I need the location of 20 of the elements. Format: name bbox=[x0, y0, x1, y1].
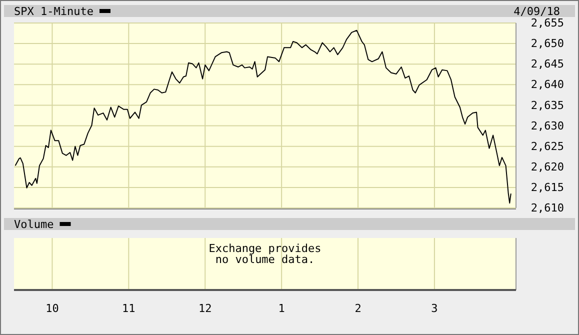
y-tick-label: 2,645 bbox=[530, 58, 564, 71]
y-tick-label: 2,650 bbox=[530, 37, 564, 50]
y-tick-label: 2,620 bbox=[530, 160, 564, 174]
y-tick-label: 2,630 bbox=[530, 119, 564, 132]
text: 2 bbox=[354, 302, 362, 315]
text: 1 bbox=[278, 302, 285, 315]
y-tick-label: 2,625 bbox=[530, 140, 564, 153]
y-tick-label: 2,640 bbox=[530, 78, 564, 92]
y-tick-label: 2,655 bbox=[530, 16, 564, 30]
text: Volume bbox=[14, 218, 54, 231]
text: Exchange provides no volume data. bbox=[208, 242, 322, 266]
y-tick-label: 2,615 bbox=[530, 180, 564, 194]
text: 12 bbox=[198, 302, 212, 315]
legend-label: SPX 1-Minute bbox=[14, 5, 94, 18]
chart-subtitle: 4/09/18 bbox=[514, 5, 560, 18]
y-tick-label: 2,635 bbox=[530, 98, 564, 112]
text: 10 bbox=[46, 302, 59, 315]
text: 3 bbox=[431, 302, 438, 315]
text: 11 bbox=[122, 302, 136, 315]
y-tick-label: 2,610 bbox=[530, 202, 564, 215]
